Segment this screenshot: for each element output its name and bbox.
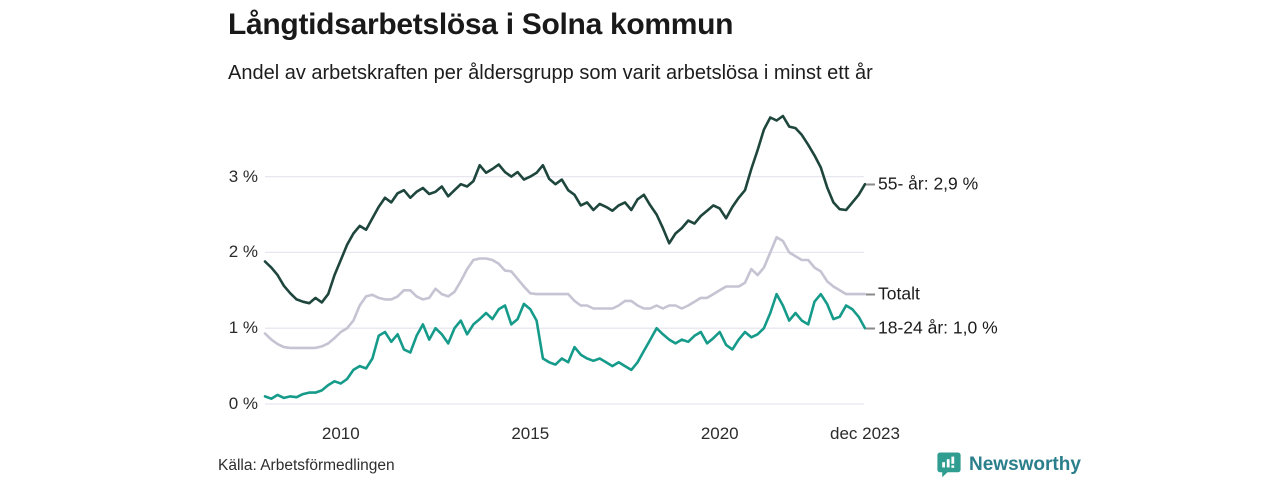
x-tick-label-dec-2023: dec 2023: [830, 424, 900, 443]
bar-chart-bubble-icon: [937, 452, 961, 478]
page-subtitle: Andel av arbetskraften per åldersgrupp s…: [228, 62, 873, 84]
brand-wordmark: Newsworthy: [969, 453, 1081, 475]
x-tick-label-2010: 2010: [321, 424, 360, 443]
series-end-label-text: 18-24 år: 1,0 %: [878, 317, 998, 338]
page-title: Långtidsarbetslösa i Solna kommun: [228, 8, 734, 41]
label-connector-dash: [866, 183, 875, 186]
series-end-label-totalt: Totalt: [866, 284, 920, 305]
label-connector-dash: [866, 293, 875, 296]
y-tick-label-2: 2 %: [228, 242, 258, 262]
y-tick-label-0: 0 %: [228, 394, 258, 413]
x-tick-label-2020: 2020: [700, 424, 739, 443]
series-end-label-55-r: 55- år: 2,9 %: [866, 174, 978, 195]
y-tick-label-1: 1 %: [228, 318, 258, 338]
x-tick-label-2015: 2015: [511, 424, 550, 443]
y-tick-label-3: 3 %: [228, 166, 258, 186]
series-line-totalt: [263, 235, 867, 350]
series-end-label-text: Totalt: [878, 283, 920, 304]
series-line-18-24-r: [263, 292, 867, 401]
series-end-label-text: 55- år: 2,9 %: [878, 173, 979, 194]
source-note: Källa: Arbetsförmedlingen: [218, 457, 395, 474]
brand-logo: Newsworthy: [936, 451, 1081, 478]
series-line-55-r: [263, 114, 867, 305]
series-end-label-18-24-r: 18-24 år: 1,0 %: [866, 318, 998, 339]
label-connector-dash: [866, 327, 875, 330]
